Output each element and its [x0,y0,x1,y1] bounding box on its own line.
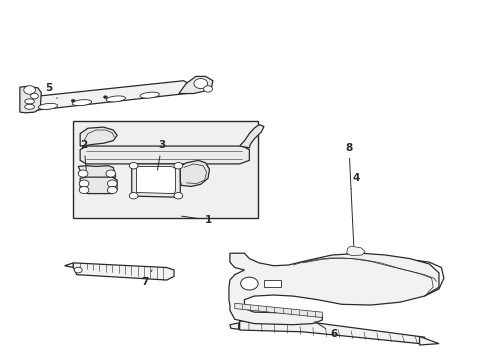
Polygon shape [131,164,180,197]
Polygon shape [136,166,175,194]
Circle shape [107,180,117,187]
Polygon shape [228,253,438,325]
Circle shape [74,267,82,273]
Circle shape [129,193,138,199]
Polygon shape [78,166,116,180]
Polygon shape [80,177,117,194]
Polygon shape [264,280,281,287]
Text: 6: 6 [314,321,337,339]
Circle shape [30,93,38,99]
Circle shape [194,78,207,89]
Text: 7: 7 [141,270,152,287]
Ellipse shape [140,92,159,98]
Polygon shape [73,263,174,280]
Ellipse shape [25,104,34,109]
Polygon shape [179,76,212,94]
Circle shape [129,162,138,169]
Circle shape [103,96,107,99]
Polygon shape [239,321,426,344]
Ellipse shape [38,103,58,109]
Polygon shape [234,303,322,318]
Ellipse shape [72,100,91,106]
Polygon shape [21,81,188,111]
Circle shape [203,86,212,92]
Circle shape [107,186,117,194]
Circle shape [174,193,183,199]
Circle shape [79,186,89,194]
Circle shape [71,99,75,102]
Polygon shape [419,337,438,345]
Circle shape [79,180,89,187]
Circle shape [240,277,258,290]
Polygon shape [80,127,117,146]
Text: 5: 5 [45,83,57,99]
Polygon shape [20,86,41,113]
Text: 2: 2 [80,140,87,170]
Polygon shape [346,246,365,256]
Ellipse shape [106,96,125,102]
Polygon shape [80,146,249,164]
Ellipse shape [25,99,34,104]
Circle shape [174,162,183,169]
Text: 1: 1 [181,215,211,225]
Circle shape [78,170,88,177]
Polygon shape [229,323,238,329]
Text: 4: 4 [351,173,359,189]
Polygon shape [239,125,264,148]
Polygon shape [180,160,209,186]
Circle shape [106,170,116,177]
Text: 8: 8 [345,143,353,246]
Text: 3: 3 [157,140,165,170]
Polygon shape [64,263,73,267]
Bar [73,121,258,217]
Circle shape [24,86,35,94]
